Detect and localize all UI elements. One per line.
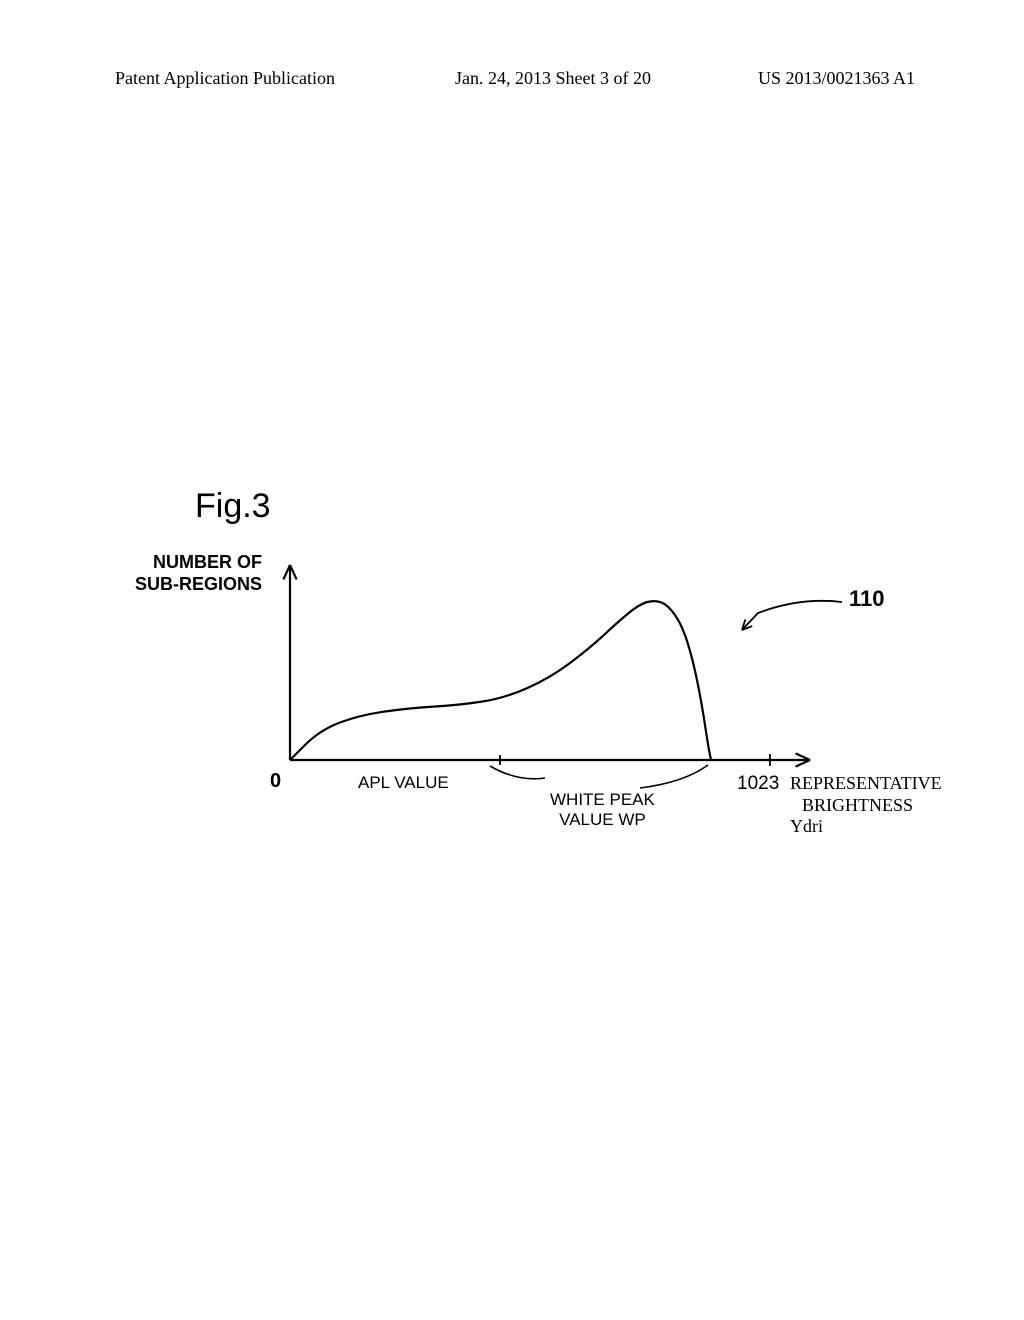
histogram-chart: NUMBER OF SUB-REGIONS 0 APL VALUE WHITE … xyxy=(140,520,920,880)
origin-label: 0 xyxy=(270,770,281,793)
header-right: US 2013/0021363 A1 xyxy=(758,68,915,89)
ref-number-110: 110 xyxy=(849,586,885,612)
header-center: Jan. 24, 2013 Sheet 3 of 20 xyxy=(455,68,651,89)
x-max-label: 1023 xyxy=(737,773,779,795)
header-left: Patent Application Publication xyxy=(115,68,335,89)
x-axis-label: REPRESENTATIVE BRIGHTNESS Ydri xyxy=(790,773,942,838)
x-axis-label-line1: REPRESENTATIVE xyxy=(790,773,942,793)
page: Patent Application Publication Jan. 24, … xyxy=(0,0,1024,1320)
white-peak-line1: WHITE PEAK xyxy=(550,790,655,809)
apl-value-label: APL VALUE xyxy=(358,773,449,793)
white-peak-label: WHITE PEAK VALUE WP xyxy=(550,790,655,829)
white-peak-line2: VALUE WP xyxy=(559,810,646,829)
x-axis-label-line2: BRIGHTNESS Ydri xyxy=(790,795,913,837)
